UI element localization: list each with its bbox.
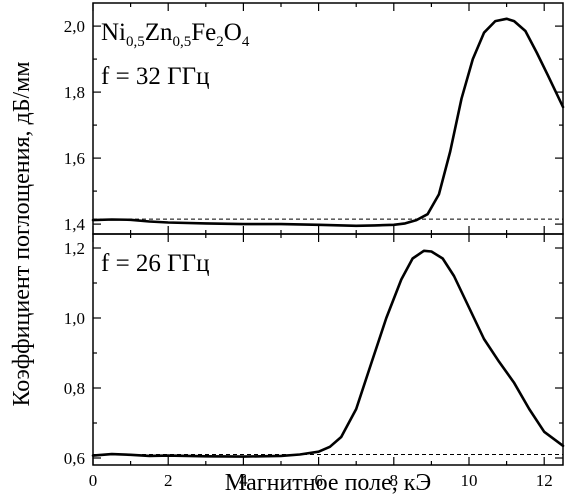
x-tick-label: 6: [314, 471, 323, 490]
x-axis: 0 2 4 6 8 10 12: [89, 471, 553, 490]
formula-subscript: 2: [216, 34, 224, 50]
y-tick-label: 1,0: [64, 309, 85, 328]
y-tick-label: 1,4: [64, 215, 86, 234]
x-tick-label: 12: [536, 471, 553, 490]
formula-subscript: 4: [242, 34, 250, 50]
y-tick-label: 1,6: [64, 149, 85, 168]
y-tick-label: 2,0: [64, 17, 85, 36]
formula-element: Fe: [191, 19, 216, 46]
panel-32ghz: 1,4 1,6 1,8 2,0 Ni0,5​Zn0,5​Fe2​O4​ f = 32 ГГ…: [64, 2, 565, 235]
data-curve: [91, 17, 565, 228]
x-axis-label: Магнитное поле, кЭ: [225, 470, 431, 495]
formula-label: Ni0,5​Zn0,5​Fe2​O4​: [101, 19, 250, 50]
frequency-label: f = 26 ГГц: [101, 250, 209, 277]
x-tick-label: 8: [390, 471, 399, 490]
data-curve: [91, 249, 565, 458]
y-tick-label: 1,2: [64, 239, 85, 258]
x-tick-label: 4: [239, 471, 248, 490]
frequency-label: f = 32 ГГц: [101, 63, 209, 90]
formula-element: Ni: [101, 19, 126, 46]
y-tick-label: 0,6: [64, 449, 85, 468]
x-tick-label: 0: [89, 471, 98, 490]
plot-frame: [92, 233, 564, 466]
formula-element: Zn: [145, 19, 173, 46]
y-axis-label: Коэффициент поглощения, дБ/мм: [9, 61, 35, 406]
formula-element: O: [224, 19, 242, 46]
formula-subscript: 0,5: [126, 34, 145, 50]
x-tick-label: 10: [461, 471, 478, 490]
y-tick-label: 1,8: [64, 83, 85, 102]
formula-subscript: 0,5: [173, 34, 192, 50]
panel-26ghz: 0,6 0,8 1,0 1,2 f = 26 ГГц: [64, 233, 565, 468]
x-tick-label: 2: [164, 471, 173, 490]
y-tick-label: 0,8: [64, 379, 85, 398]
